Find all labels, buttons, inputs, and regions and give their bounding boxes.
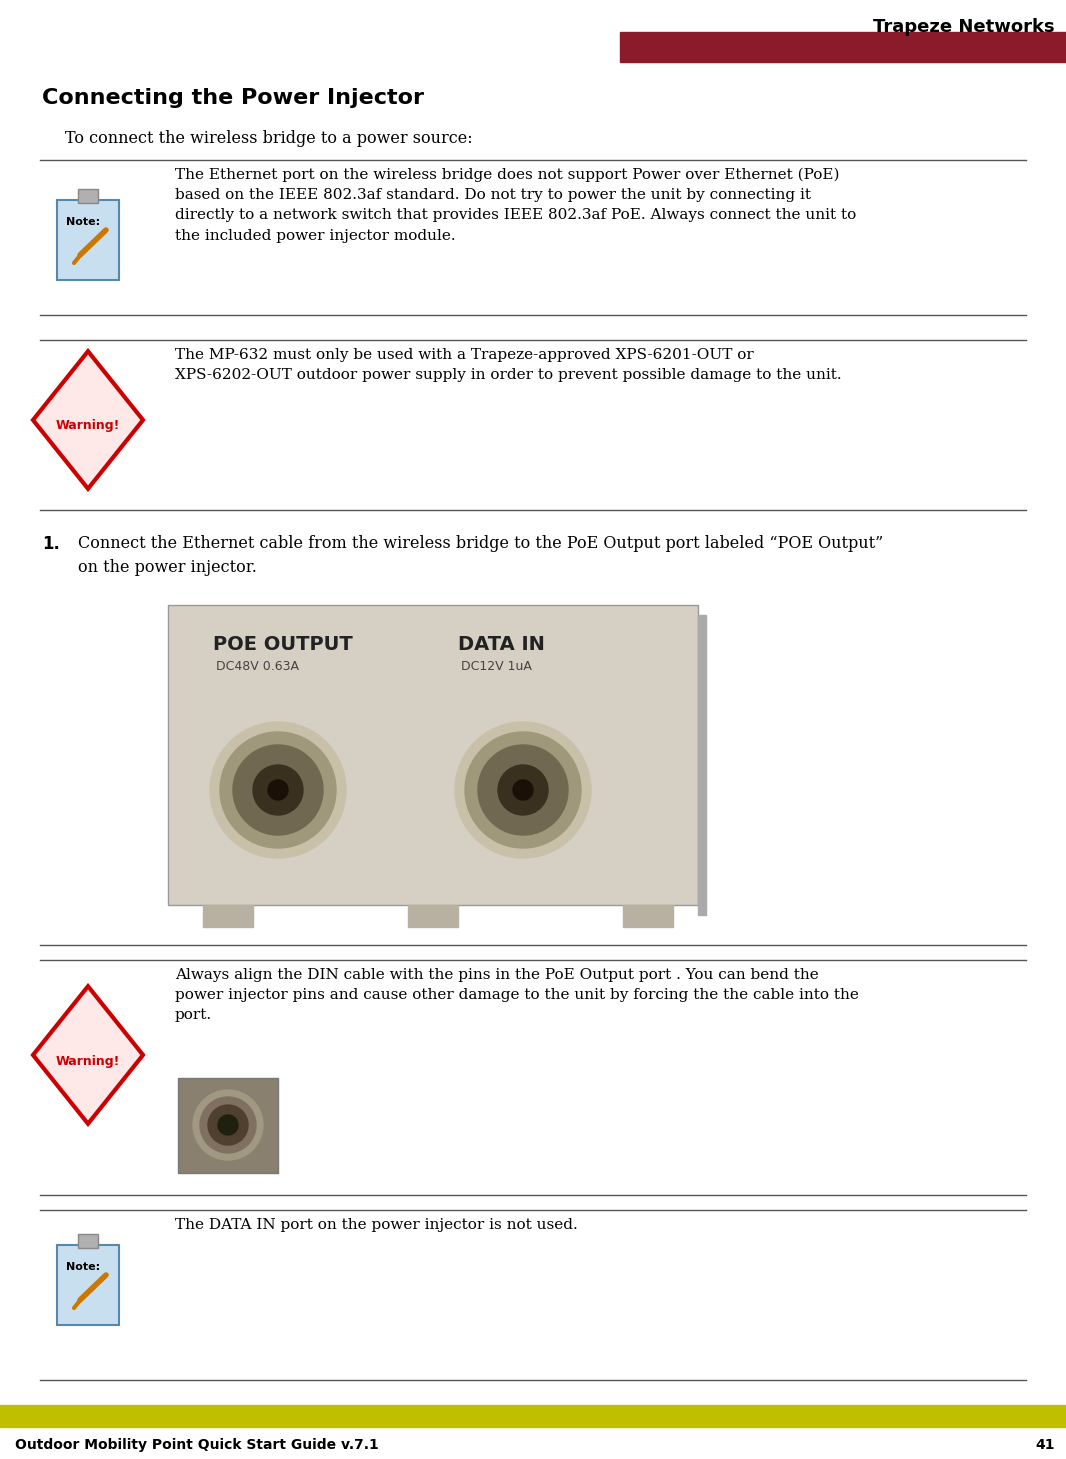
Circle shape: [200, 1097, 256, 1153]
Bar: [408, 905, 458, 926]
Text: Connecting the Power Injector: Connecting the Power Injector: [42, 88, 424, 108]
Text: 1.: 1.: [42, 535, 60, 553]
FancyBboxPatch shape: [78, 1234, 98, 1247]
Text: POE OUTPUT: POE OUTPUT: [213, 635, 353, 654]
Text: DC12V 1uA: DC12V 1uA: [461, 659, 532, 673]
Text: Trapeze Networks: Trapeze Networks: [873, 18, 1055, 36]
Bar: [698, 616, 706, 915]
Circle shape: [268, 781, 288, 800]
Text: Outdoor Mobility Point Quick Start Guide v.7.1: Outdoor Mobility Point Quick Start Guide…: [15, 1439, 378, 1452]
Bar: [620, 32, 1066, 61]
Circle shape: [219, 1115, 238, 1135]
Circle shape: [193, 1090, 263, 1160]
Circle shape: [253, 765, 303, 816]
Text: Warning!: Warning!: [55, 420, 120, 432]
Text: Note:: Note:: [66, 1262, 100, 1272]
Circle shape: [513, 781, 533, 800]
Text: 41: 41: [1035, 1439, 1055, 1452]
Circle shape: [455, 722, 591, 858]
Polygon shape: [33, 352, 143, 489]
Text: DC48V 0.63A: DC48V 0.63A: [216, 659, 298, 673]
Polygon shape: [33, 986, 143, 1123]
FancyBboxPatch shape: [56, 1245, 119, 1325]
Bar: [623, 905, 673, 926]
Circle shape: [233, 746, 323, 835]
Text: Warning!: Warning!: [55, 1055, 120, 1068]
Circle shape: [465, 732, 581, 848]
FancyBboxPatch shape: [78, 190, 98, 203]
Text: DATA IN: DATA IN: [458, 635, 545, 654]
Circle shape: [210, 722, 346, 858]
Text: The Ethernet port on the wireless bridge does not support Power over Ethernet (P: The Ethernet port on the wireless bridge…: [175, 168, 856, 242]
Text: Note:: Note:: [66, 217, 100, 228]
Circle shape: [498, 765, 548, 816]
Circle shape: [220, 732, 336, 848]
Text: Always align the DIN cable with the pins in the PoE Output port . You can bend t: Always align the DIN cable with the pins…: [175, 967, 859, 1023]
Text: To connect the wireless bridge to a power source:: To connect the wireless bridge to a powe…: [65, 130, 472, 147]
Bar: [168, 605, 698, 905]
Bar: [0, 1405, 1066, 1427]
Text: Connect the Ethernet cable from the wireless bridge to the PoE Output port label: Connect the Ethernet cable from the wire…: [78, 535, 884, 576]
Bar: [178, 1078, 278, 1173]
Text: The MP-632 must only be used with a Trapeze-approved XPS-6201-OUT or
XPS-6202-OU: The MP-632 must only be used with a Trap…: [175, 349, 842, 382]
FancyBboxPatch shape: [56, 200, 119, 280]
Circle shape: [208, 1104, 248, 1145]
Circle shape: [478, 746, 568, 835]
Bar: [203, 905, 253, 926]
Text: The DATA IN port on the power injector is not used.: The DATA IN port on the power injector i…: [175, 1218, 578, 1231]
